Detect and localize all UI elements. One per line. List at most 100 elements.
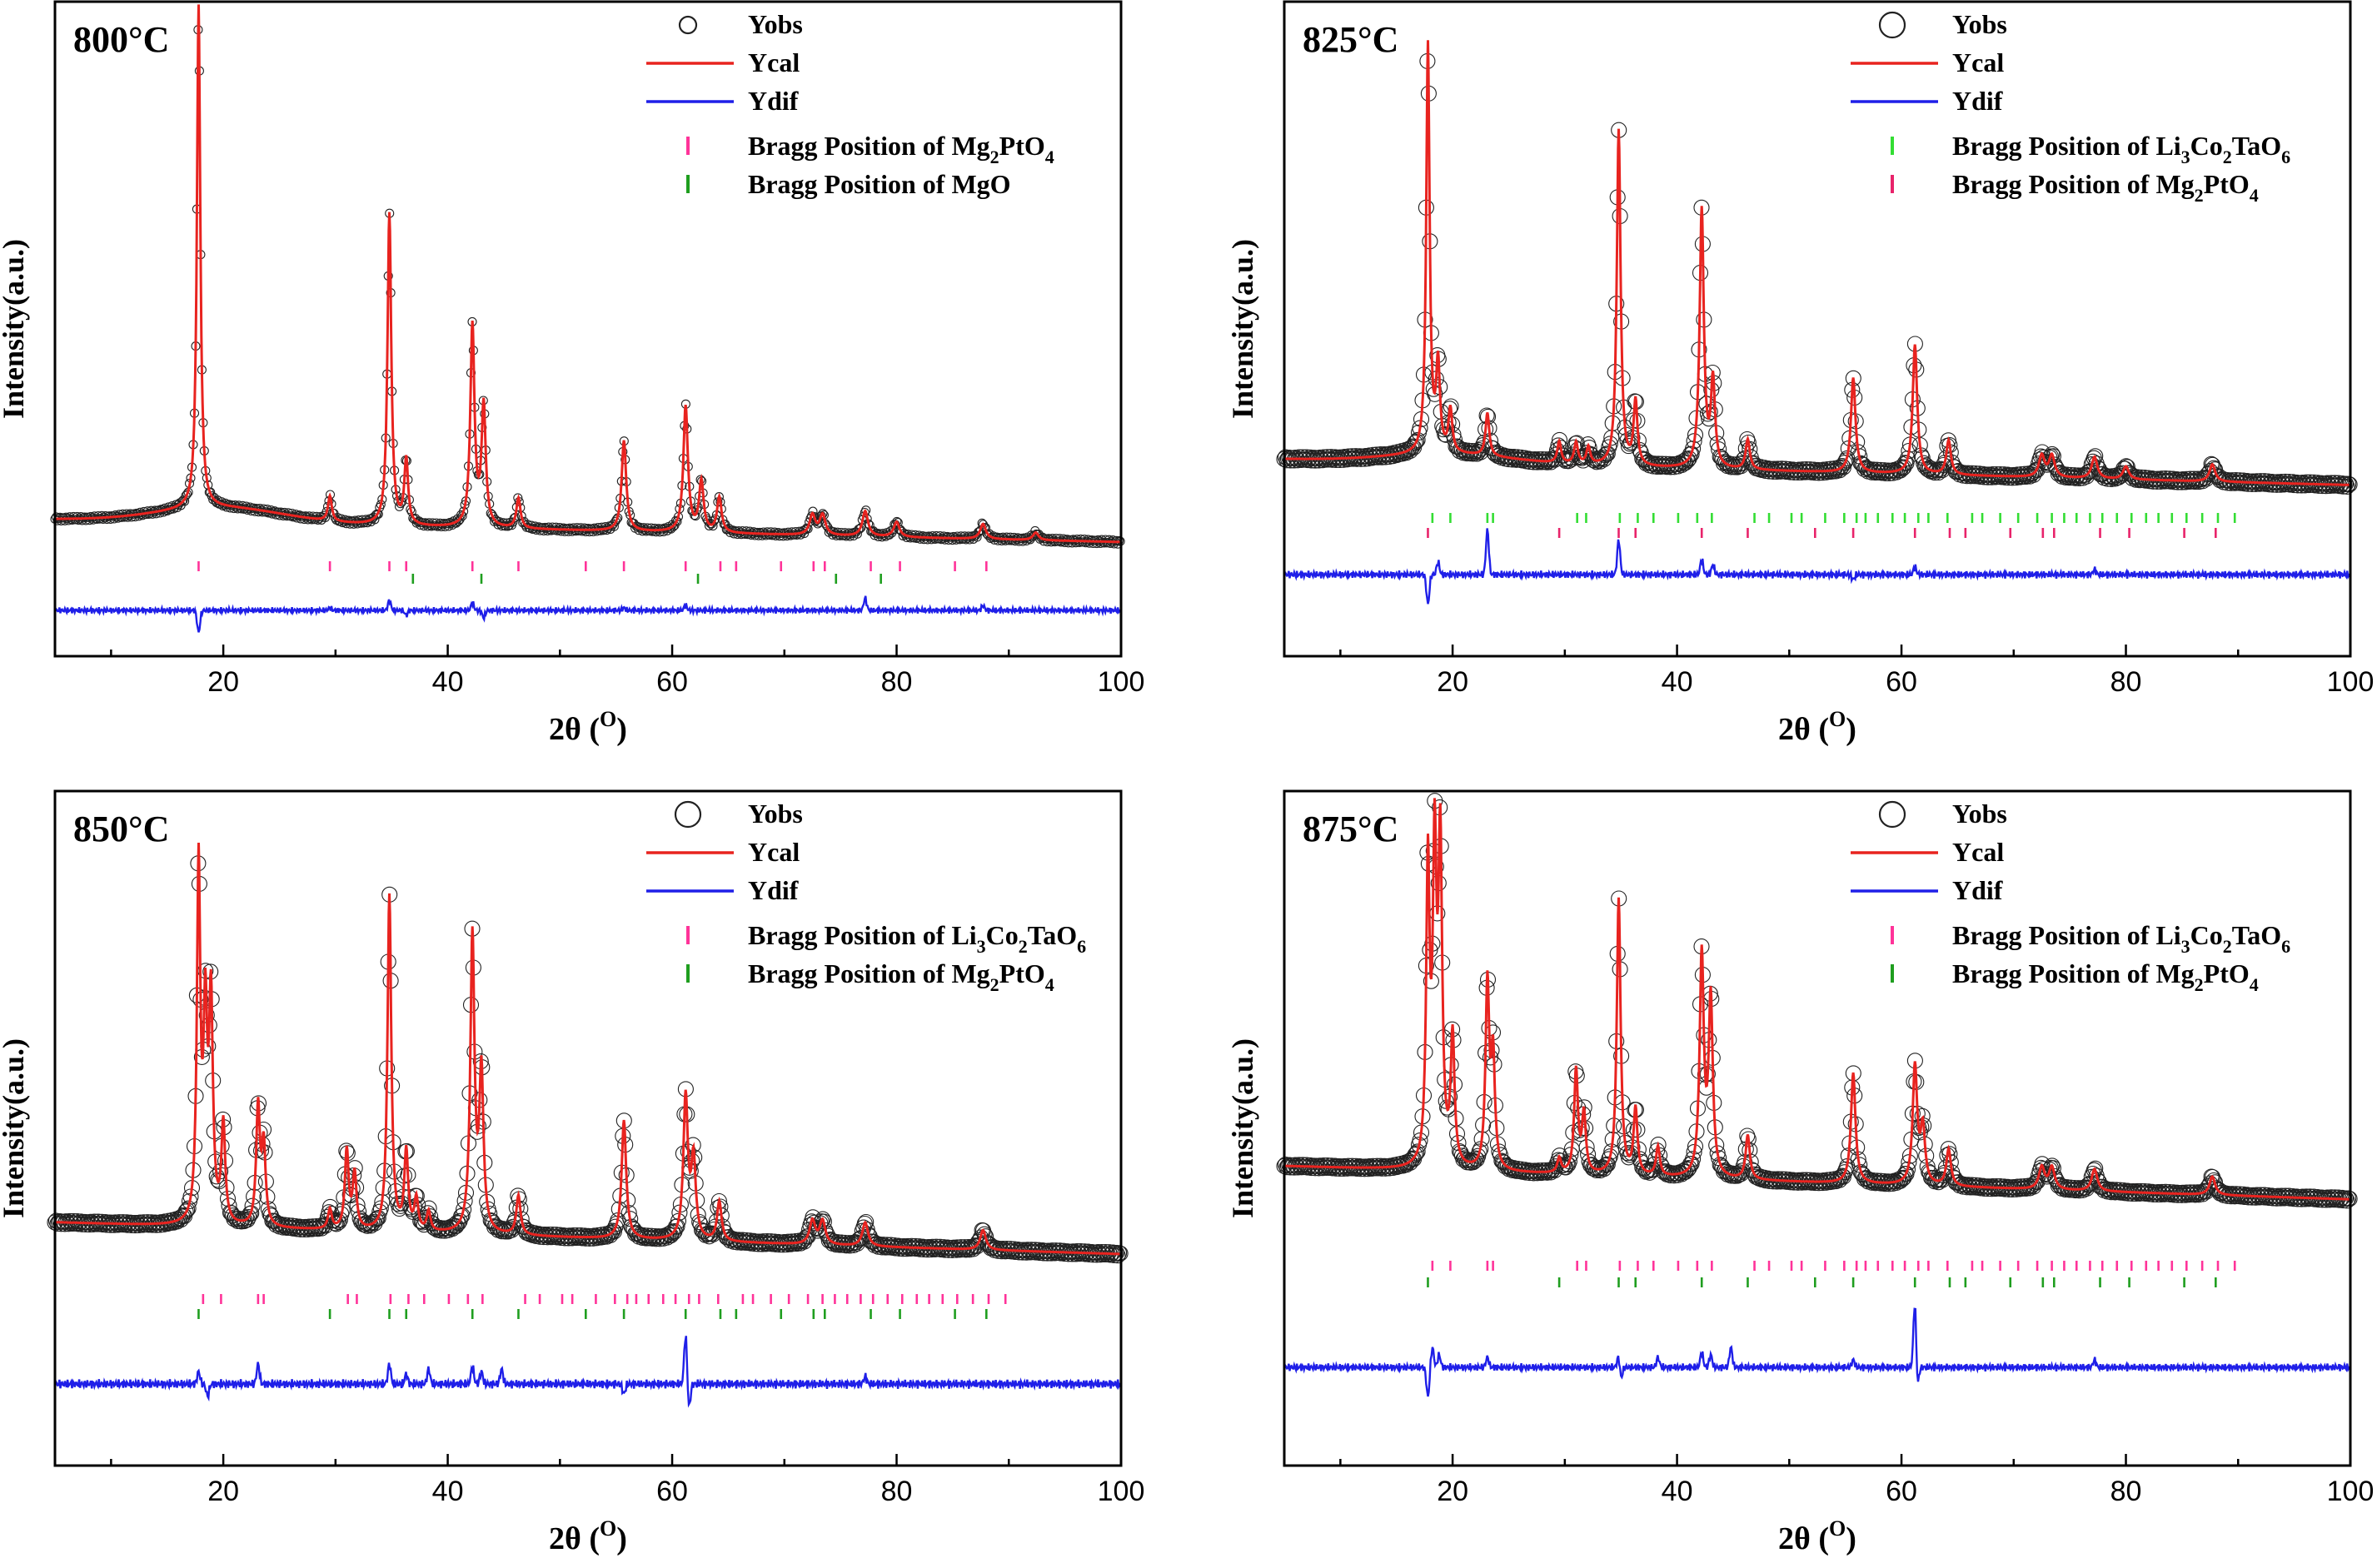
legend-label: Bragg Position of Li3Co2TaO6 <box>1952 131 2290 167</box>
x-tick-label: 80 <box>2110 666 2142 698</box>
yobs-point <box>531 525 541 535</box>
yobs-point <box>818 509 828 519</box>
yobs-point <box>2044 446 2061 462</box>
yobs-point <box>802 523 812 533</box>
legend-label: Ycal <box>1952 837 2004 867</box>
yobs-point <box>86 511 96 521</box>
yobs-point <box>779 1237 795 1253</box>
y-axis-label: Intensity(a.u.) <box>1226 239 1259 419</box>
yobs-point <box>227 1209 243 1226</box>
yobs-point <box>500 1223 516 1240</box>
x-tick-label: 20 <box>1437 666 1468 698</box>
legend-marker-yobs <box>678 15 698 35</box>
x-tick-label: 20 <box>207 1476 239 1507</box>
x-axis-label: 2θ (O) <box>549 1516 627 1556</box>
yobs-point <box>723 525 733 535</box>
yobs-point <box>1081 538 1091 548</box>
yobs-point <box>396 499 406 509</box>
yobs-point <box>177 1203 194 1220</box>
yobs-point <box>709 515 719 526</box>
yobs-point <box>936 535 946 545</box>
legend-label: Bragg Position of Li3Co2TaO6 <box>1952 920 2290 957</box>
x-axis-label: 2θ (O) <box>1778 1516 1856 1556</box>
yobs-point <box>182 489 192 499</box>
x-tick-label: 100 <box>2327 666 2375 698</box>
x-tick-label: 60 <box>656 666 688 698</box>
yobs-point <box>61 512 71 522</box>
ydif-line <box>53 1336 1122 1408</box>
yobs-point <box>65 512 75 522</box>
panel-825C: 20 40 60 80 100 2θ (O) Intensity(a.u.) 825°C Yob… <box>1226 0 2375 747</box>
yobs-point <box>367 1212 384 1228</box>
yobs-point <box>2100 470 2116 487</box>
yobs-point <box>422 1208 439 1225</box>
yobs-point <box>2087 448 2104 465</box>
x-tick-label: 40 <box>432 666 464 698</box>
plot-frame <box>53 0 1123 658</box>
x-tick-label: 60 <box>656 1476 688 1507</box>
yobs-point <box>1408 433 1425 450</box>
x-tick-label: 60 <box>1886 666 1917 698</box>
legend-label: Bragg Position of Mg2PtO4 <box>1952 958 2259 995</box>
yobs-point <box>888 525 898 535</box>
legend-label: Ydif <box>1952 875 2003 905</box>
legend-label: Ycal <box>748 837 800 867</box>
ydif-line <box>1283 1307 2351 1397</box>
yobs-point <box>770 530 781 540</box>
yobs-point <box>611 515 621 525</box>
legend: Yobs Ycal Ydif Bragg Position of Li3Co2TaO6… <box>1851 799 2290 995</box>
yobs-point <box>365 1213 381 1231</box>
yobs-point <box>1856 460 1873 477</box>
legend-label: Ycal <box>748 47 800 77</box>
yobs-point <box>705 1221 722 1238</box>
yobs-point <box>2339 478 2355 495</box>
yobs-point <box>1685 441 1702 457</box>
yobs-point <box>704 520 715 530</box>
yobs-point <box>172 1212 189 1228</box>
bragg-row-1 <box>202 1294 1007 1304</box>
legend-label: Yobs <box>1952 9 2007 39</box>
legend: Yobs Ycal Ydif Bragg Position of Li3Co2TaO6… <box>1851 9 2290 206</box>
x-tick-label: 80 <box>881 666 913 698</box>
legend-marker-yobs <box>1878 11 1906 39</box>
yobs-point <box>1010 536 1020 546</box>
panel-title: 850°C <box>73 809 169 849</box>
yobs-point <box>940 535 950 545</box>
panel-800C: 20 40 60 80 100 2θ (O) Intensity(a.u.) 800°C Yob… <box>0 0 1144 747</box>
yobs-point <box>1059 537 1069 547</box>
legend-label: Ycal <box>1952 47 2004 77</box>
ydif-line <box>1283 528 2351 605</box>
yobs-point <box>746 530 756 540</box>
yobs-point <box>2103 470 2120 487</box>
legend-label: Bragg Position of MgO <box>748 169 1011 199</box>
x-tick-label: 40 <box>1662 666 1693 698</box>
yobs-point <box>243 1205 260 1222</box>
legend-marker-yobs <box>1878 800 1906 829</box>
yobs-point <box>1814 465 1831 481</box>
yobs-point <box>1056 537 1066 547</box>
ycal-line <box>1284 798 2350 1201</box>
yobs-point <box>508 517 518 527</box>
yobs-point <box>372 1200 389 1217</box>
yobs-point <box>1573 450 1590 466</box>
yobs-point <box>2045 448 2061 465</box>
yobs-point <box>2024 465 2041 481</box>
yobs-point <box>300 1221 316 1237</box>
x-tick-label: 20 <box>207 666 239 698</box>
yobs-point <box>577 526 587 536</box>
yobs-point <box>607 1218 624 1235</box>
x-tick-label: 40 <box>432 1476 464 1507</box>
yobs-point <box>915 534 925 544</box>
yobs-point <box>795 1232 811 1248</box>
legend-label: Yobs <box>1952 799 2007 829</box>
legend-marker-yobs <box>674 800 702 829</box>
yobs-point <box>453 1208 470 1225</box>
legend-label: Yobs <box>748 9 803 39</box>
yobs-point <box>1683 446 1700 462</box>
yobs-point <box>690 511 700 521</box>
x-tick-label: 100 <box>2327 1476 2375 1507</box>
yobs-point <box>949 531 959 541</box>
legend-label: Ydif <box>748 86 799 116</box>
x-tick-label: 20 <box>1437 1476 1468 1507</box>
